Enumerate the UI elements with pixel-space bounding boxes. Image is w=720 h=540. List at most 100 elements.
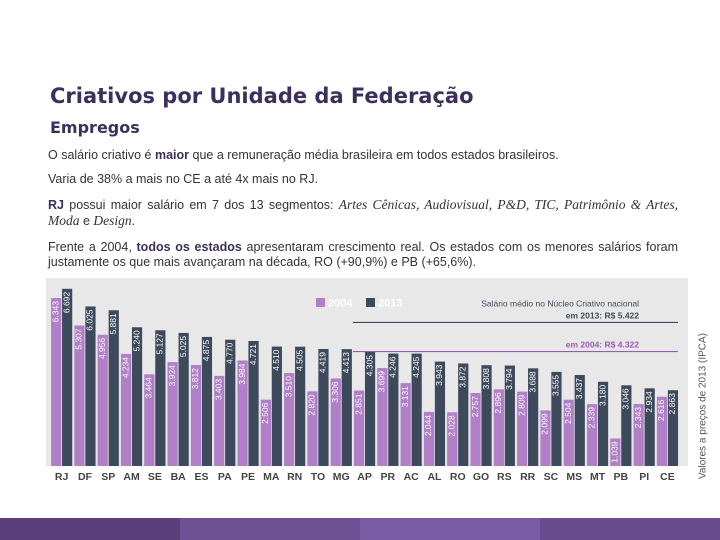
value-label-2004-RR: 2.809	[516, 394, 526, 416]
x-tick-label-PB: PB	[614, 471, 629, 483]
x-tick-label-MA: MA	[263, 471, 280, 483]
bar-2013-DF	[85, 306, 96, 466]
value-label-2013-MT: 3.180	[597, 385, 607, 407]
value-label-2013-RR: 3.688	[527, 371, 537, 393]
bar-2013-CE	[667, 390, 679, 466]
p3-segments: Artes Cênicas, Audiovisual, P&D, TIC, Pa…	[48, 197, 679, 228]
p3-text-d: e	[79, 214, 94, 228]
value-label-2004-RJ: 6.343	[50, 301, 60, 323]
value-label-2013-PA: 4.770	[225, 342, 235, 364]
x-tick-label-TO: TO	[311, 471, 325, 483]
x-tick-label-RR: RR	[520, 471, 536, 483]
bar-2013-RJ	[62, 288, 73, 466]
x-tick-label-AP: AP	[357, 471, 372, 483]
footer-band-segment-4	[540, 518, 720, 540]
x-tick-label-GO: GO	[473, 471, 489, 483]
bar-2013-AM	[131, 327, 143, 466]
value-label-2004-RS: 2.896	[493, 392, 503, 414]
x-tick-label-ES: ES	[194, 471, 208, 483]
x-tick-label-PI: PI	[639, 471, 649, 483]
value-label-2004-AM: 4.234	[120, 357, 130, 379]
bar-2013-MA	[271, 346, 282, 466]
p4-text-c: apresentaram crescimento real. Os estado…	[48, 240, 679, 269]
value-label-2004-BA: 3.924	[167, 365, 177, 387]
value-label-2013-BA: 5.025	[178, 336, 188, 358]
paragraph-growth: Frente a 2004, todos os estados apresent…	[48, 240, 678, 270]
bar-2004-RN	[284, 373, 295, 466]
value-label-2013-PI: 2.934	[644, 391, 654, 413]
x-tick-label-MG: MG	[333, 471, 350, 483]
bar-2004-GO	[470, 392, 481, 466]
bar-2004-MG	[330, 378, 341, 466]
x-tick-label-RJ: RJ	[55, 471, 69, 483]
x-tick-label-SE: SE	[148, 471, 162, 483]
x-tick-label-AM: AM	[123, 471, 140, 483]
page-title: Criativos por Unidade da Federação	[50, 84, 474, 108]
bar-2013-PI	[644, 388, 655, 466]
bar-2004-RR	[517, 391, 528, 466]
reference-label-2013-line1: Salário médio no Núcleo Criativo naciona…	[481, 298, 639, 308]
value-label-2004-AC: 3.131	[400, 386, 410, 408]
bar-2004-MT	[586, 404, 598, 466]
value-label-2013-PE: 4.721	[248, 344, 258, 366]
paragraph-rj-segments: RJ possui maior salário em 7 dos 13 segm…	[48, 197, 678, 229]
bar-2004-BA	[167, 362, 178, 466]
bar-2004-PE	[237, 360, 248, 466]
x-tick-label-PE: PE	[241, 471, 255, 483]
value-label-2013-AL: 3.943	[434, 364, 444, 386]
bar-2004-SC	[540, 410, 551, 466]
value-label-2004-PI: 2.343	[633, 407, 643, 429]
bar-2004-AM	[120, 353, 132, 466]
value-label-2013-RN: 4.505	[294, 349, 304, 371]
value-label-2013-AC: 4.245	[411, 356, 421, 378]
value-label-2004-GO: 2.757	[470, 396, 480, 418]
x-tick-label-CE: CE	[660, 471, 675, 483]
bar-2004-RS	[493, 389, 504, 466]
bar-2013-AP	[364, 352, 376, 466]
bar-2004-PR	[377, 368, 388, 466]
value-label-2013-RJ: 6.692	[61, 292, 71, 314]
p3-design: Design	[93, 213, 132, 228]
x-tick-label-RO: RO	[450, 471, 466, 483]
p3-text-f: .	[131, 214, 136, 228]
p1-text-c: que a remuneração média brasileira em to…	[189, 148, 559, 162]
bar-2013-BA	[178, 332, 189, 466]
footer-band-segment-3	[360, 518, 540, 540]
p1-emphasis: maior	[154, 148, 190, 162]
bar-2013-TO	[318, 348, 329, 466]
value-label-2013-GO: 3.808	[481, 368, 491, 390]
bar-2013-RN	[295, 346, 306, 466]
legend-label-2013: 2013	[378, 298, 402, 310]
footer-band-segment-2	[180, 518, 360, 540]
bar-2004-AC	[400, 383, 411, 466]
bar-2013-RO	[458, 363, 469, 466]
p3-text-b: possui maior salário em 7 dos 13 segment…	[63, 198, 339, 212]
value-label-2004-RO: 2.028	[447, 415, 457, 437]
bar-2004-AP	[353, 390, 365, 466]
side-note-text: Valores a preços de 2013 (IPCA)	[697, 332, 709, 480]
value-label-2013-SC: 3.555	[551, 375, 561, 397]
paragraph-variation: Varia de 38% a mais no CE a até 4x mais …	[48, 172, 319, 186]
bar-2004-SE	[144, 374, 155, 466]
bar-2013-RS	[504, 365, 515, 466]
value-label-2004-PR: 3.699	[377, 371, 387, 393]
value-label-2013-AM: 5.240	[131, 330, 141, 352]
p4-emphasis: todos os estados	[136, 240, 242, 254]
bar-2004-MA	[260, 399, 271, 466]
bar-2013-RR	[528, 368, 539, 466]
bar-2013-PR	[388, 353, 399, 466]
value-label-2013-CE: 2.863	[667, 393, 677, 415]
value-label-2004-AP: 2.851	[353, 393, 363, 415]
value-label-2013-RO: 3.872	[458, 366, 468, 388]
x-tick-label-MT: MT	[590, 471, 606, 483]
value-label-2004-SP: 4.956	[97, 338, 107, 360]
value-label-2004-DF: 5.307	[74, 328, 84, 350]
value-label-2013-PB: 3.046	[621, 388, 631, 410]
x-tick-label-MS: MS	[566, 471, 582, 483]
bar-2004-ES	[190, 365, 202, 466]
value-label-2013-MG: 4.413	[341, 352, 351, 374]
value-label-2013-AP: 4.305	[364, 355, 374, 377]
bar-2013-MS	[574, 374, 585, 466]
page-subtitle: Empregos	[50, 118, 140, 137]
